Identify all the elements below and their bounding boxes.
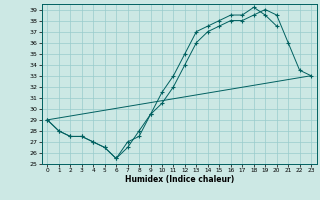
X-axis label: Humidex (Indice chaleur): Humidex (Indice chaleur) [124,175,234,184]
